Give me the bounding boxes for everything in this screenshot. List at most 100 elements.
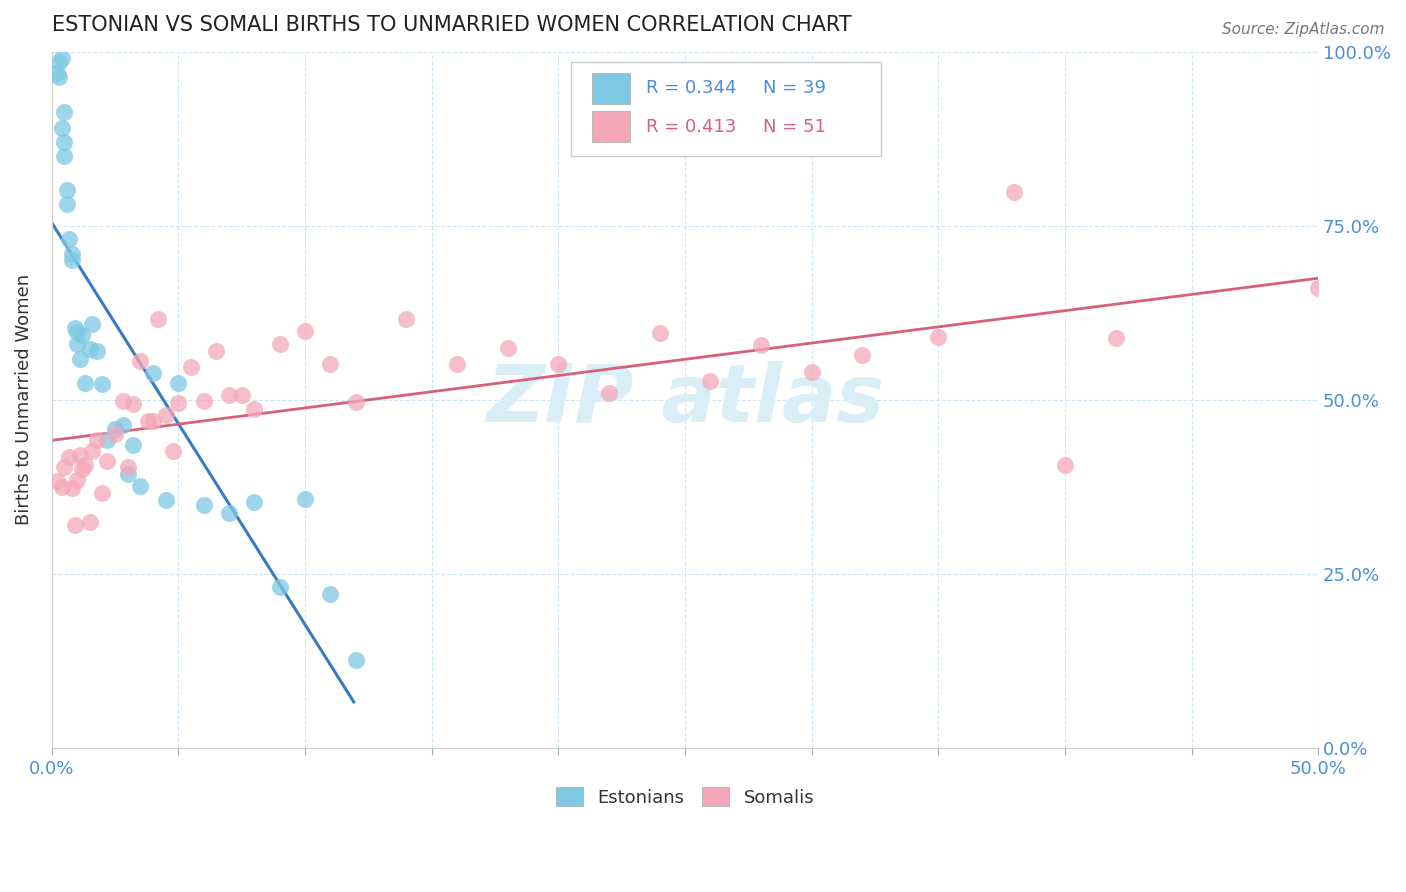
- Point: [319, 587, 342, 601]
- Point: [117, 460, 139, 475]
- Point: [91, 377, 114, 392]
- Point: [167, 395, 190, 409]
- Point: [129, 479, 152, 493]
- Point: [104, 422, 127, 436]
- Point: [205, 344, 228, 359]
- Point: [79, 342, 101, 356]
- Point: [58, 232, 80, 246]
- Point: [344, 394, 367, 409]
- Point: [142, 413, 165, 427]
- Point: [121, 397, 143, 411]
- Point: [496, 342, 519, 356]
- Point: [446, 357, 468, 371]
- Point: [73, 458, 96, 472]
- Point: [53, 135, 76, 149]
- Point: [45, 66, 67, 80]
- Text: N = 51: N = 51: [763, 118, 827, 136]
- Point: [63, 518, 86, 533]
- Text: Source: ZipAtlas.com: Source: ZipAtlas.com: [1222, 22, 1385, 37]
- Point: [218, 506, 240, 520]
- Point: [155, 409, 177, 423]
- Point: [749, 337, 772, 351]
- Text: ESTONIAN VS SOMALI BIRTHS TO UNMARRIED WOMEN CORRELATION CHART: ESTONIAN VS SOMALI BIRTHS TO UNMARRIED W…: [52, 15, 852, 35]
- FancyBboxPatch shape: [592, 111, 630, 143]
- Point: [111, 393, 134, 408]
- Y-axis label: Births to Unmarried Women: Births to Unmarried Women: [15, 275, 32, 525]
- Point: [1308, 281, 1330, 295]
- Point: [82, 444, 104, 458]
- Point: [146, 312, 169, 326]
- Point: [395, 311, 418, 326]
- Point: [344, 653, 367, 667]
- Point: [56, 197, 79, 211]
- Point: [104, 427, 127, 442]
- Point: [111, 417, 134, 432]
- Point: [51, 480, 73, 494]
- Point: [294, 491, 316, 506]
- Point: [60, 252, 83, 267]
- Point: [699, 374, 721, 388]
- Point: [60, 247, 83, 261]
- Point: [66, 473, 89, 487]
- Point: [231, 388, 253, 402]
- Point: [547, 357, 569, 371]
- Point: [193, 393, 215, 408]
- Point: [66, 325, 89, 339]
- Point: [319, 357, 342, 371]
- Point: [269, 336, 291, 351]
- Point: [193, 498, 215, 512]
- Point: [180, 360, 202, 375]
- Point: [243, 401, 266, 416]
- Point: [53, 149, 76, 163]
- Point: [243, 495, 266, 509]
- Point: [60, 481, 83, 495]
- Point: [69, 448, 91, 462]
- Point: [269, 580, 291, 594]
- Point: [56, 183, 79, 197]
- Point: [129, 353, 152, 368]
- Point: [96, 433, 118, 447]
- Point: [86, 343, 108, 358]
- Text: R = 0.413: R = 0.413: [645, 118, 737, 136]
- Point: [927, 330, 949, 344]
- Point: [121, 438, 143, 452]
- Point: [45, 474, 67, 488]
- Point: [648, 326, 671, 341]
- Point: [53, 105, 76, 120]
- Point: [66, 336, 89, 351]
- Point: [136, 414, 159, 428]
- Point: [851, 349, 873, 363]
- FancyBboxPatch shape: [592, 73, 630, 104]
- Point: [142, 366, 165, 380]
- Point: [598, 385, 620, 400]
- Point: [51, 51, 73, 65]
- Point: [53, 460, 76, 475]
- Point: [96, 454, 118, 468]
- Legend: Estonians, Somalis: Estonians, Somalis: [547, 778, 824, 815]
- Text: R = 0.344: R = 0.344: [645, 79, 737, 97]
- Point: [117, 467, 139, 481]
- Point: [162, 444, 184, 458]
- Point: [58, 450, 80, 465]
- Point: [294, 324, 316, 338]
- Text: ZIP atlas: ZIP atlas: [486, 361, 884, 439]
- Point: [48, 54, 70, 69]
- Point: [82, 318, 104, 332]
- Text: N = 39: N = 39: [763, 79, 827, 97]
- Point: [86, 433, 108, 447]
- Point: [218, 388, 240, 402]
- Point: [73, 376, 96, 391]
- Point: [70, 328, 93, 343]
- Point: [79, 515, 101, 529]
- Point: [167, 376, 190, 391]
- Point: [1053, 458, 1076, 472]
- Point: [63, 321, 86, 335]
- Point: [51, 120, 73, 135]
- Point: [1002, 186, 1025, 200]
- FancyBboxPatch shape: [571, 62, 882, 156]
- Point: [69, 351, 91, 366]
- Point: [800, 365, 823, 379]
- Point: [70, 462, 93, 476]
- Point: [48, 70, 70, 84]
- Point: [155, 493, 177, 508]
